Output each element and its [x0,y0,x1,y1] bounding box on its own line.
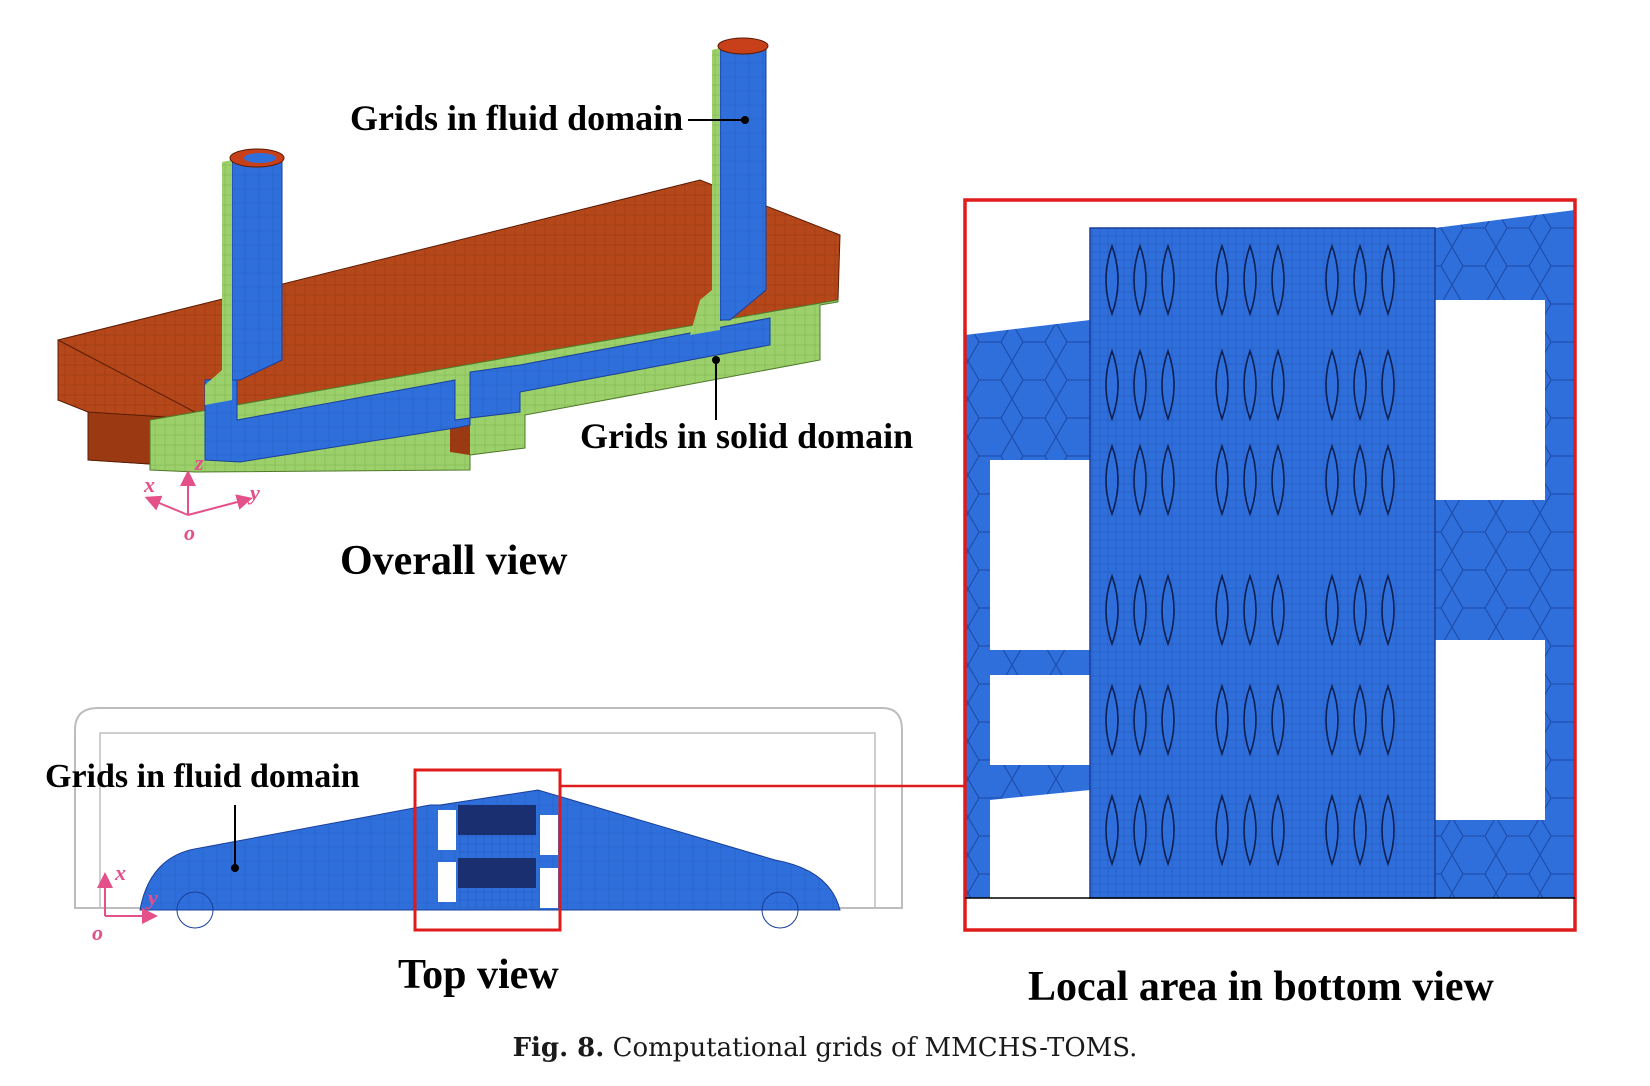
fin-shape [1161,348,1175,422]
fin-shape [1215,683,1229,757]
overall-leaders [688,116,749,420]
top-axis-x: x [114,860,126,885]
fin-shape [1353,573,1367,647]
top-view-model [74,707,903,929]
fin-shape [1133,573,1147,647]
fin-shape [1161,793,1175,867]
fin-shape [1325,348,1339,422]
overall-axes: z y x o [143,450,260,545]
fin-shape [1133,793,1147,867]
fin-shape [1271,243,1285,317]
top-axis-origin: o [92,920,103,945]
fin-shape [1243,348,1257,422]
fin-shape [1133,243,1147,317]
local-fin-pattern [1105,243,1395,867]
fin-shape [1161,243,1175,317]
top-axes: x y o [92,860,158,945]
fin-shape [1243,683,1257,757]
fin-shape [1353,443,1367,517]
fin-shape [1353,348,1367,422]
fin-shape [1105,683,1119,757]
fin-shape [1105,348,1119,422]
fin-shape [1161,443,1175,517]
fluid-inlet-pipe [231,157,283,381]
fin-shape [1215,348,1229,422]
fin-shape [1161,573,1175,647]
fin-shape [1325,443,1339,517]
fin-shape [1381,573,1395,647]
overall-axis-origin: o [184,520,195,545]
fin-shape [1133,443,1147,517]
top-view-outline [74,707,903,909]
top-view-core-strip-1 [458,805,536,835]
fin-shape [1325,683,1339,757]
fin-shape [1215,243,1229,317]
fin-shape [1271,443,1285,517]
fin-shape [1381,683,1395,757]
figure-caption: Fig. 8. Computational grids of MMCHS-TOM… [0,1033,1650,1063]
block-center-foot [450,420,470,455]
fin-shape [1133,683,1147,757]
fin-shape [1271,683,1285,757]
fin-shape [1353,793,1367,867]
fin-shape [1353,243,1367,317]
fin-shape [1325,793,1339,867]
fin-shape [1161,683,1175,757]
label-overall-fluid: Grids in fluid domain [350,98,683,138]
fin-shape [1243,793,1257,867]
top-view-core-strip-2 [458,858,536,888]
caption-text: Computational grids of MMCHS-TOMS. [612,1033,1138,1063]
local-area-frame [963,198,1577,932]
fin-shape [1353,683,1367,757]
top-view-highlight-box [413,768,562,932]
fin-shape [1271,793,1285,867]
fin-shape [1381,443,1395,517]
overall-axis-y: y [247,480,260,505]
fluid-outlet-pipe [719,45,767,321]
fin-shape [1271,348,1285,422]
fin-shape [1381,348,1395,422]
solid-pipe-wall-left [205,160,232,405]
fin-shape [1243,243,1257,317]
fin-shape [1215,573,1229,647]
label-top-view: Top view [398,952,559,998]
fin-shape [1325,573,1339,647]
fin-shape [1133,348,1147,422]
fin-shape [1215,793,1229,867]
overall-axis-x: x [143,472,155,497]
label-top-fluid: Grids in fluid domain [45,758,360,795]
fin-shape [1105,443,1119,517]
fin-shape [1325,243,1339,317]
outlet-pipe-top [717,37,769,55]
fin-shape [1215,443,1229,517]
fin-shape [1381,793,1395,867]
fluid-channel-horizontal [204,317,771,463]
caption-number: Fig. 8. [512,1033,605,1063]
overall-view-model [57,37,841,473]
label-overall-solid: Grids in solid domain [580,416,913,456]
overall-axis-z: z [194,450,204,475]
fin-shape [1381,243,1395,317]
fin-shape [1105,793,1119,867]
top-axis-y: y [145,885,158,910]
fin-shape [1105,243,1119,317]
top-view-inner-outline [99,732,876,908]
fin-shape [1105,573,1119,647]
label-overall-view: Overall view [340,538,568,584]
fin-shape [1243,573,1257,647]
top-leaders [231,805,239,872]
fin-shape [1243,443,1257,517]
local-area-panel [965,200,1575,930]
local-fine-mesh-core [1089,227,1436,899]
label-local-view: Local area in bottom view [1028,964,1495,1010]
fin-shape [1271,573,1285,647]
